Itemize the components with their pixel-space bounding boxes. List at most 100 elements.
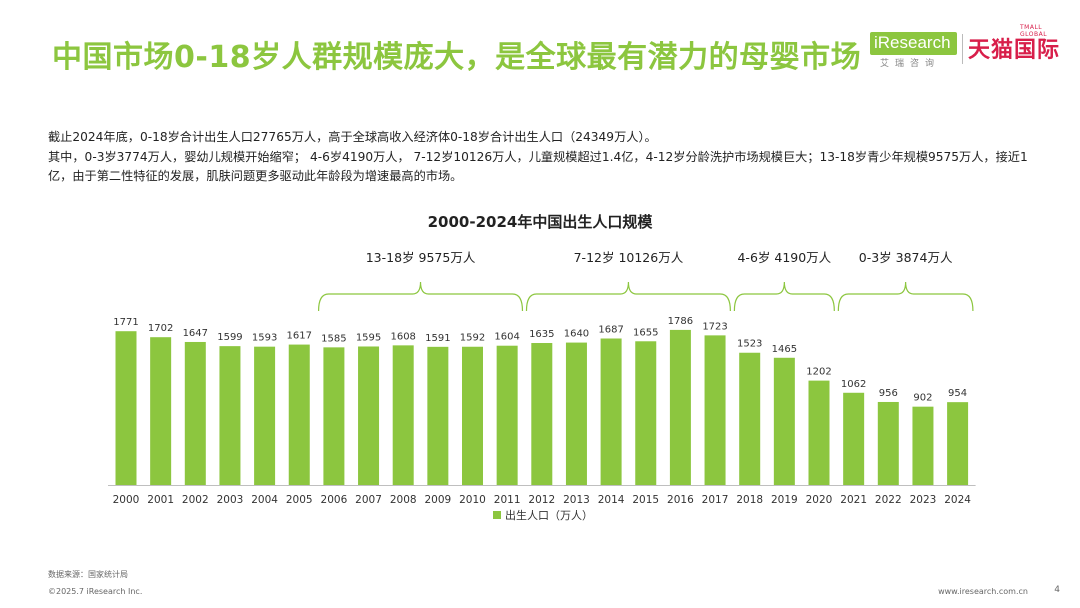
bar-value-label-2002: 1647	[183, 328, 208, 339]
x-tick-label-2002: 2002	[182, 494, 209, 506]
tmall-global-logo: 天猫国际	[968, 38, 1061, 63]
iresearch-logo: iResearch	[870, 32, 957, 55]
bar-2011	[496, 345, 518, 485]
x-tick-label-2021: 2021	[840, 494, 867, 506]
bar-2003	[219, 346, 241, 485]
x-tick-label-2001: 2001	[147, 494, 174, 506]
website-url: www.iresearch.com.cn	[938, 587, 1028, 596]
logo-divider	[962, 34, 963, 64]
bar-value-label-2004: 1593	[252, 333, 277, 344]
x-tick-label-2013: 2013	[563, 494, 590, 506]
x-tick-label-2014: 2014	[598, 494, 625, 506]
x-tick-label-2017: 2017	[702, 494, 729, 506]
bar-2022	[877, 401, 899, 485]
x-tick-label-2008: 2008	[390, 494, 417, 506]
x-tick-label-2022: 2022	[875, 494, 902, 506]
age-group-label-3: 0-3岁 3874万人	[859, 250, 953, 265]
bar-2023	[912, 406, 934, 485]
bar-2014	[600, 338, 622, 485]
iresearch-logo-subtitle: 艾瑞咨询	[880, 59, 941, 69]
bar-2018	[739, 352, 761, 485]
bar-2007	[358, 346, 380, 485]
bar-value-label-2016: 1786	[668, 316, 693, 327]
bar-value-label-2014: 1687	[598, 324, 623, 335]
x-tick-label-2010: 2010	[459, 494, 486, 506]
x-tick-label-2009: 2009	[424, 494, 451, 506]
bar-value-label-2022: 956	[879, 388, 898, 399]
x-tick-label-2004: 2004	[251, 494, 278, 506]
x-tick-label-2016: 2016	[667, 494, 694, 506]
bar-2017	[704, 335, 726, 485]
bar-value-label-2003: 1599	[217, 332, 242, 343]
age-group-label-0: 13-18岁 9575万人	[366, 250, 476, 265]
bar-2019	[773, 357, 795, 485]
copyright: ©2025.7 iResearch Inc.	[48, 587, 143, 596]
bar-2001	[150, 337, 172, 485]
bar-value-label-2008: 1608	[390, 331, 415, 342]
bar-2016	[669, 329, 691, 485]
data-source: 数据来源：国家统计局	[48, 570, 128, 579]
bar-value-label-2000: 1771	[113, 317, 138, 328]
bar-2002	[184, 341, 206, 485]
page-title: 中国市场0-18岁人群规模庞大，是全球最有潜力的母婴市场	[52, 40, 862, 75]
x-tick-label-2019: 2019	[771, 494, 798, 506]
x-tick-label-2023: 2023	[910, 494, 937, 506]
bar-value-label-2011: 1604	[494, 332, 519, 343]
bar-value-label-2009: 1591	[425, 333, 450, 344]
age-group-brace-2	[733, 281, 835, 312]
bar-value-label-2020: 1202	[806, 367, 831, 378]
bar-value-label-2007: 1595	[356, 332, 381, 343]
bar-2024	[947, 402, 969, 485]
bar-value-label-2024: 954	[948, 388, 967, 399]
age-group-brace-0	[317, 281, 524, 312]
bar-2006	[323, 347, 345, 485]
age-group-brace-3	[837, 281, 974, 312]
x-tick-label-2000: 2000	[113, 494, 140, 506]
bar-value-label-2010: 1592	[460, 333, 485, 344]
bar-2009	[427, 346, 449, 485]
x-tick-label-2007: 2007	[355, 494, 382, 506]
bar-value-label-2001: 1702	[148, 323, 173, 334]
bar-2005	[288, 344, 310, 485]
chart-title: 2000-2024年中国出生人口规模	[427, 213, 653, 231]
age-group-label-2: 4-6岁 4190万人	[737, 250, 831, 265]
age-group-brace-1	[525, 281, 731, 312]
bar-value-label-2021: 1062	[841, 379, 866, 390]
bar-value-label-2013: 1640	[564, 329, 589, 340]
legend-label: 出生人口（万人）	[505, 508, 593, 522]
legend-swatch	[493, 511, 501, 519]
tmall-global-subtitle: TMALL GLOBAL	[1020, 24, 1048, 38]
bar-value-label-2017: 1723	[702, 321, 727, 332]
x-tick-label-2018: 2018	[736, 494, 763, 506]
bar-2015	[635, 341, 657, 485]
x-tick-label-2011: 2011	[494, 494, 521, 506]
bar-value-label-2005: 1617	[287, 331, 312, 342]
bar-2020	[808, 380, 830, 485]
bar-2010	[462, 346, 483, 485]
page-number: 4	[1054, 585, 1060, 595]
bar-2013	[565, 342, 587, 485]
x-tick-label-2006: 2006	[321, 494, 348, 506]
intro-line-2: 其中，0-3岁3774万人，婴幼儿规模开始缩窄； 4-6岁4190万人， 7-1…	[48, 149, 1028, 184]
bar-value-label-2012: 1635	[529, 329, 554, 340]
bar-value-label-2023: 902	[913, 393, 932, 404]
x-tick-label-2020: 2020	[806, 494, 833, 506]
bar-value-label-2015: 1655	[633, 327, 658, 338]
x-tick-label-2015: 2015	[632, 494, 659, 506]
bar-value-label-2019: 1465	[772, 344, 797, 355]
bar-2021	[843, 392, 865, 485]
x-tick-label-2005: 2005	[286, 494, 313, 506]
bar-value-label-2018: 1523	[737, 339, 762, 350]
intro-line-1: 截止2024年底，0-18岁合计出生人口27765万人，高于全球高收入经济体0-…	[48, 130, 657, 144]
age-group-label-1: 7-12岁 10126万人	[574, 250, 684, 265]
x-tick-label-2024: 2024	[944, 494, 971, 506]
bar-2008	[392, 345, 414, 485]
bar-value-label-2006: 1585	[321, 333, 346, 344]
x-tick-label-2012: 2012	[528, 494, 555, 506]
intro-text: 截止2024年底，0-18岁合计出生人口27765万人，高于全球高收入经济体0-…	[48, 128, 1038, 187]
bar-2004	[254, 346, 276, 485]
bar-2012	[531, 343, 553, 485]
brand-logos: iResearch 艾瑞咨询 TMALL GLOBAL 天猫国际	[870, 22, 1070, 76]
bar-2000	[115, 331, 137, 485]
